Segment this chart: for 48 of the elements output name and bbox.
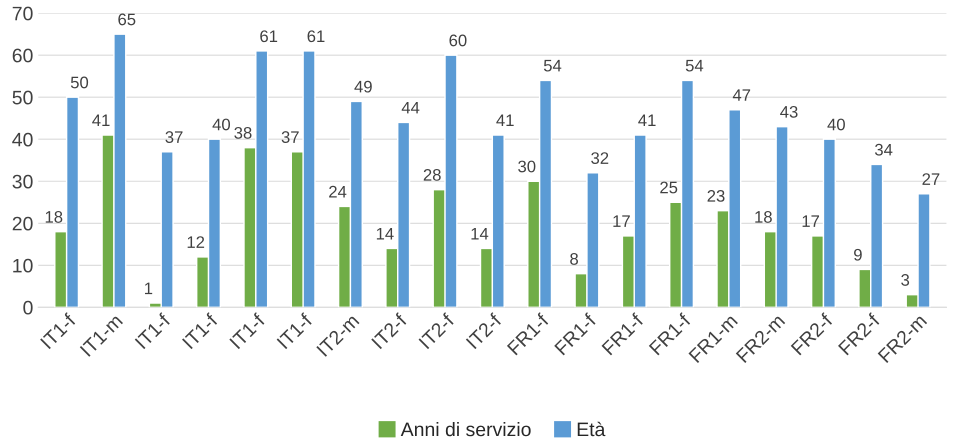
legend-label: Anni di servizio bbox=[400, 422, 531, 436]
data-label: 61 bbox=[308, 30, 324, 42]
y-tick-label: 50 bbox=[12, 90, 33, 104]
data-label: 54 bbox=[686, 60, 704, 72]
data-label: 47 bbox=[732, 89, 750, 101]
data-label: 14 bbox=[376, 228, 394, 240]
data-label: 37 bbox=[282, 131, 299, 143]
data-label: 27 bbox=[922, 173, 940, 185]
data-label: 30 bbox=[518, 160, 536, 172]
data-label: 1 bbox=[145, 282, 152, 294]
data-label: 60 bbox=[449, 34, 467, 46]
y-tick-label: 60 bbox=[12, 48, 33, 62]
data-label: 38 bbox=[234, 126, 252, 139]
data-label: 43 bbox=[780, 106, 798, 118]
data-label: 25 bbox=[660, 182, 678, 194]
data-label: 40 bbox=[212, 118, 230, 130]
y-tick-label: 10 bbox=[13, 258, 33, 273]
data-label: 9 bbox=[854, 248, 862, 261]
y-tick-label: 70 bbox=[12, 6, 33, 20]
data-label: 50 bbox=[70, 76, 88, 88]
data-label: 17 bbox=[613, 215, 630, 227]
data-label: 3 bbox=[901, 274, 910, 286]
data-label: 32 bbox=[591, 152, 608, 164]
data-label: 18 bbox=[46, 211, 62, 223]
data-label: 41 bbox=[638, 114, 656, 126]
data-label: 8 bbox=[570, 253, 578, 265]
data-label: 41 bbox=[92, 114, 110, 126]
data-label: 37 bbox=[165, 131, 183, 143]
y-tick-label: 30 bbox=[12, 174, 33, 188]
data-label: 54 bbox=[544, 60, 562, 72]
y-tick-label: 0 bbox=[23, 300, 33, 315]
data-label: 44 bbox=[402, 102, 420, 114]
data-label: 41 bbox=[496, 114, 514, 126]
data-label: 65 bbox=[118, 14, 136, 26]
data-label: 49 bbox=[354, 80, 372, 93]
data-label: 17 bbox=[802, 215, 820, 227]
data-label: 18 bbox=[755, 211, 772, 223]
data-label: 12 bbox=[188, 236, 204, 248]
y-tick-label: 40 bbox=[12, 132, 33, 146]
data-label: 34 bbox=[874, 144, 892, 156]
data-label: 40 bbox=[827, 118, 845, 130]
data-label: 14 bbox=[471, 228, 488, 240]
data-label: 61 bbox=[260, 30, 278, 42]
legend-label: Età bbox=[578, 422, 606, 436]
data-label: 28 bbox=[424, 168, 441, 181]
y-tick-label: 20 bbox=[12, 216, 33, 230]
data-label: 23 bbox=[708, 190, 725, 202]
data-label: 24 bbox=[329, 186, 346, 198]
